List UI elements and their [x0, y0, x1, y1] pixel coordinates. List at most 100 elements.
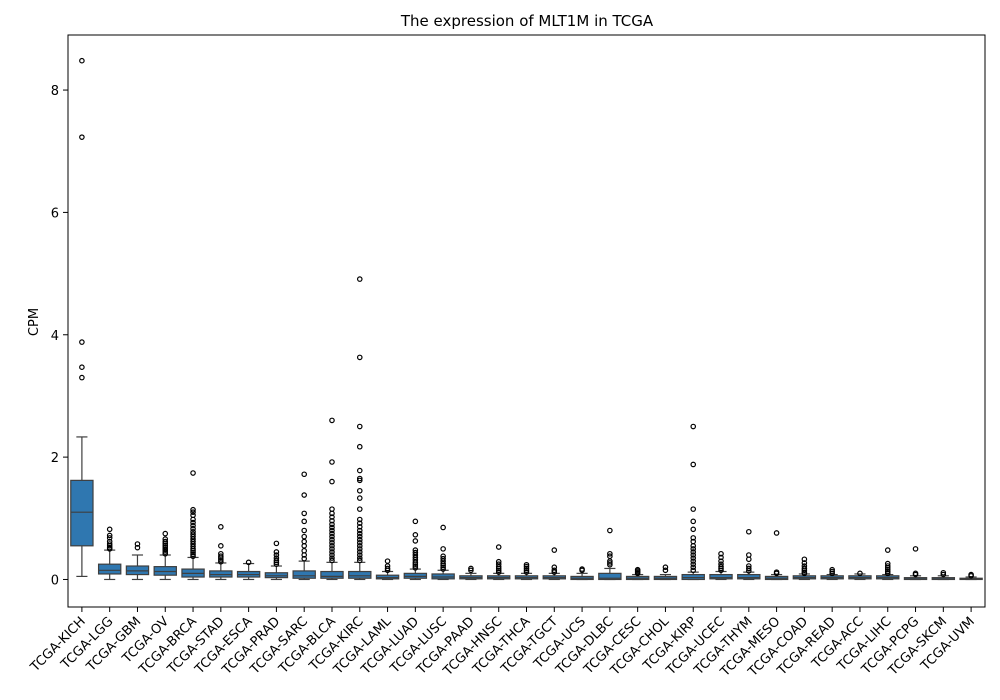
outlier-point [495, 569, 502, 575]
outlier-point [356, 557, 363, 564]
outlier-point [162, 530, 169, 537]
outlier-point [440, 566, 446, 572]
y-tick-label: 0 [51, 573, 59, 588]
outlier-point [412, 532, 419, 538]
outlier-point [356, 546, 363, 552]
outlier-point [79, 364, 85, 370]
y-tick-label: 2 [51, 451, 59, 466]
outlier-point [329, 506, 335, 512]
box-iqr [709, 573, 733, 580]
outlier-point [356, 467, 363, 474]
outlier-point [273, 561, 280, 567]
outlier-point [301, 527, 307, 534]
outlier-point [190, 512, 196, 519]
outlier-point [690, 555, 697, 561]
outlier-point [218, 558, 224, 565]
outlier-point [329, 552, 335, 558]
outlier-point [301, 510, 307, 517]
box-group [848, 570, 872, 581]
box-iqr [264, 572, 289, 579]
outlier-point [79, 57, 85, 64]
box-group [764, 530, 789, 581]
outlier-point [329, 549, 335, 555]
outlier-point [801, 565, 808, 572]
box-group [959, 571, 983, 581]
outlier-point [356, 506, 363, 512]
outlier-point [329, 557, 335, 564]
outlier-point [356, 549, 363, 555]
outlier-point [79, 339, 85, 345]
outlier-point [690, 423, 697, 430]
box-group [375, 558, 400, 581]
outlier-point [356, 443, 363, 450]
box-group [876, 547, 900, 581]
box-group [542, 547, 567, 581]
outlier-point [746, 528, 752, 535]
outlier-point [884, 560, 891, 567]
outlier-point [634, 566, 641, 573]
outlier-point [662, 567, 669, 574]
box-group [903, 546, 928, 581]
outlier-point [329, 459, 335, 465]
box-iqr [70, 479, 94, 547]
outlier-point [190, 506, 196, 513]
outlier-point [356, 536, 363, 543]
box-group [570, 566, 594, 581]
outlier-point [884, 563, 891, 569]
box-iqr [153, 566, 177, 576]
outlier-point [523, 563, 530, 570]
outlier-point [356, 516, 363, 523]
y-tick-label: 6 [51, 206, 59, 221]
outlier-point [190, 551, 196, 558]
outlier-point [329, 514, 335, 520]
x-axis: TCGA-KICHTCGA-LGGTCGA-GBMTCGA-OVTCGA-BRC… [27, 607, 978, 680]
box-iqr [681, 573, 705, 581]
box-group [598, 527, 622, 581]
outlier-point [440, 555, 446, 562]
y-axis-title: CPM [27, 308, 42, 336]
outlier-point [329, 521, 335, 528]
outlier-point [106, 535, 113, 541]
outlier-point [690, 552, 697, 558]
outlier-point [79, 134, 85, 140]
outlier-point [356, 552, 363, 558]
box-iqr [97, 563, 122, 575]
outlier-point [190, 549, 196, 556]
outlier-point [884, 566, 891, 573]
outlier-point [273, 540, 280, 547]
box-iqr [737, 573, 761, 580]
outlier-point [690, 567, 697, 574]
outlier-point [551, 547, 558, 553]
outlier-point [162, 536, 169, 542]
outlier-point [968, 571, 974, 578]
box-group [931, 569, 956, 581]
outlier-point [468, 567, 474, 574]
outlier-point [440, 564, 446, 571]
outlier-point [607, 527, 613, 534]
outlier-point [218, 543, 224, 549]
plot-frame [67, 34, 986, 608]
outlier-point [329, 546, 335, 552]
outlier-point [495, 561, 502, 567]
box-group [181, 470, 205, 581]
outlier-point [162, 542, 169, 549]
y-axis: 0 2 4 6 8 [51, 84, 68, 588]
outlier-point [690, 538, 697, 545]
outlier-point [162, 544, 169, 550]
outlier-point [690, 518, 697, 525]
outlier-point [301, 533, 307, 540]
box-group [459, 565, 483, 581]
outlier-point [356, 543, 363, 549]
box-group [125, 541, 150, 581]
outlier-point [746, 563, 752, 569]
outlier-point [607, 550, 613, 557]
outlier-point [106, 544, 113, 551]
outlier-point [190, 522, 196, 529]
box-group [153, 530, 177, 581]
outlier-point [718, 561, 724, 567]
outlier-point [440, 546, 446, 552]
outlier-point [607, 553, 613, 560]
outlier-point [329, 555, 335, 561]
